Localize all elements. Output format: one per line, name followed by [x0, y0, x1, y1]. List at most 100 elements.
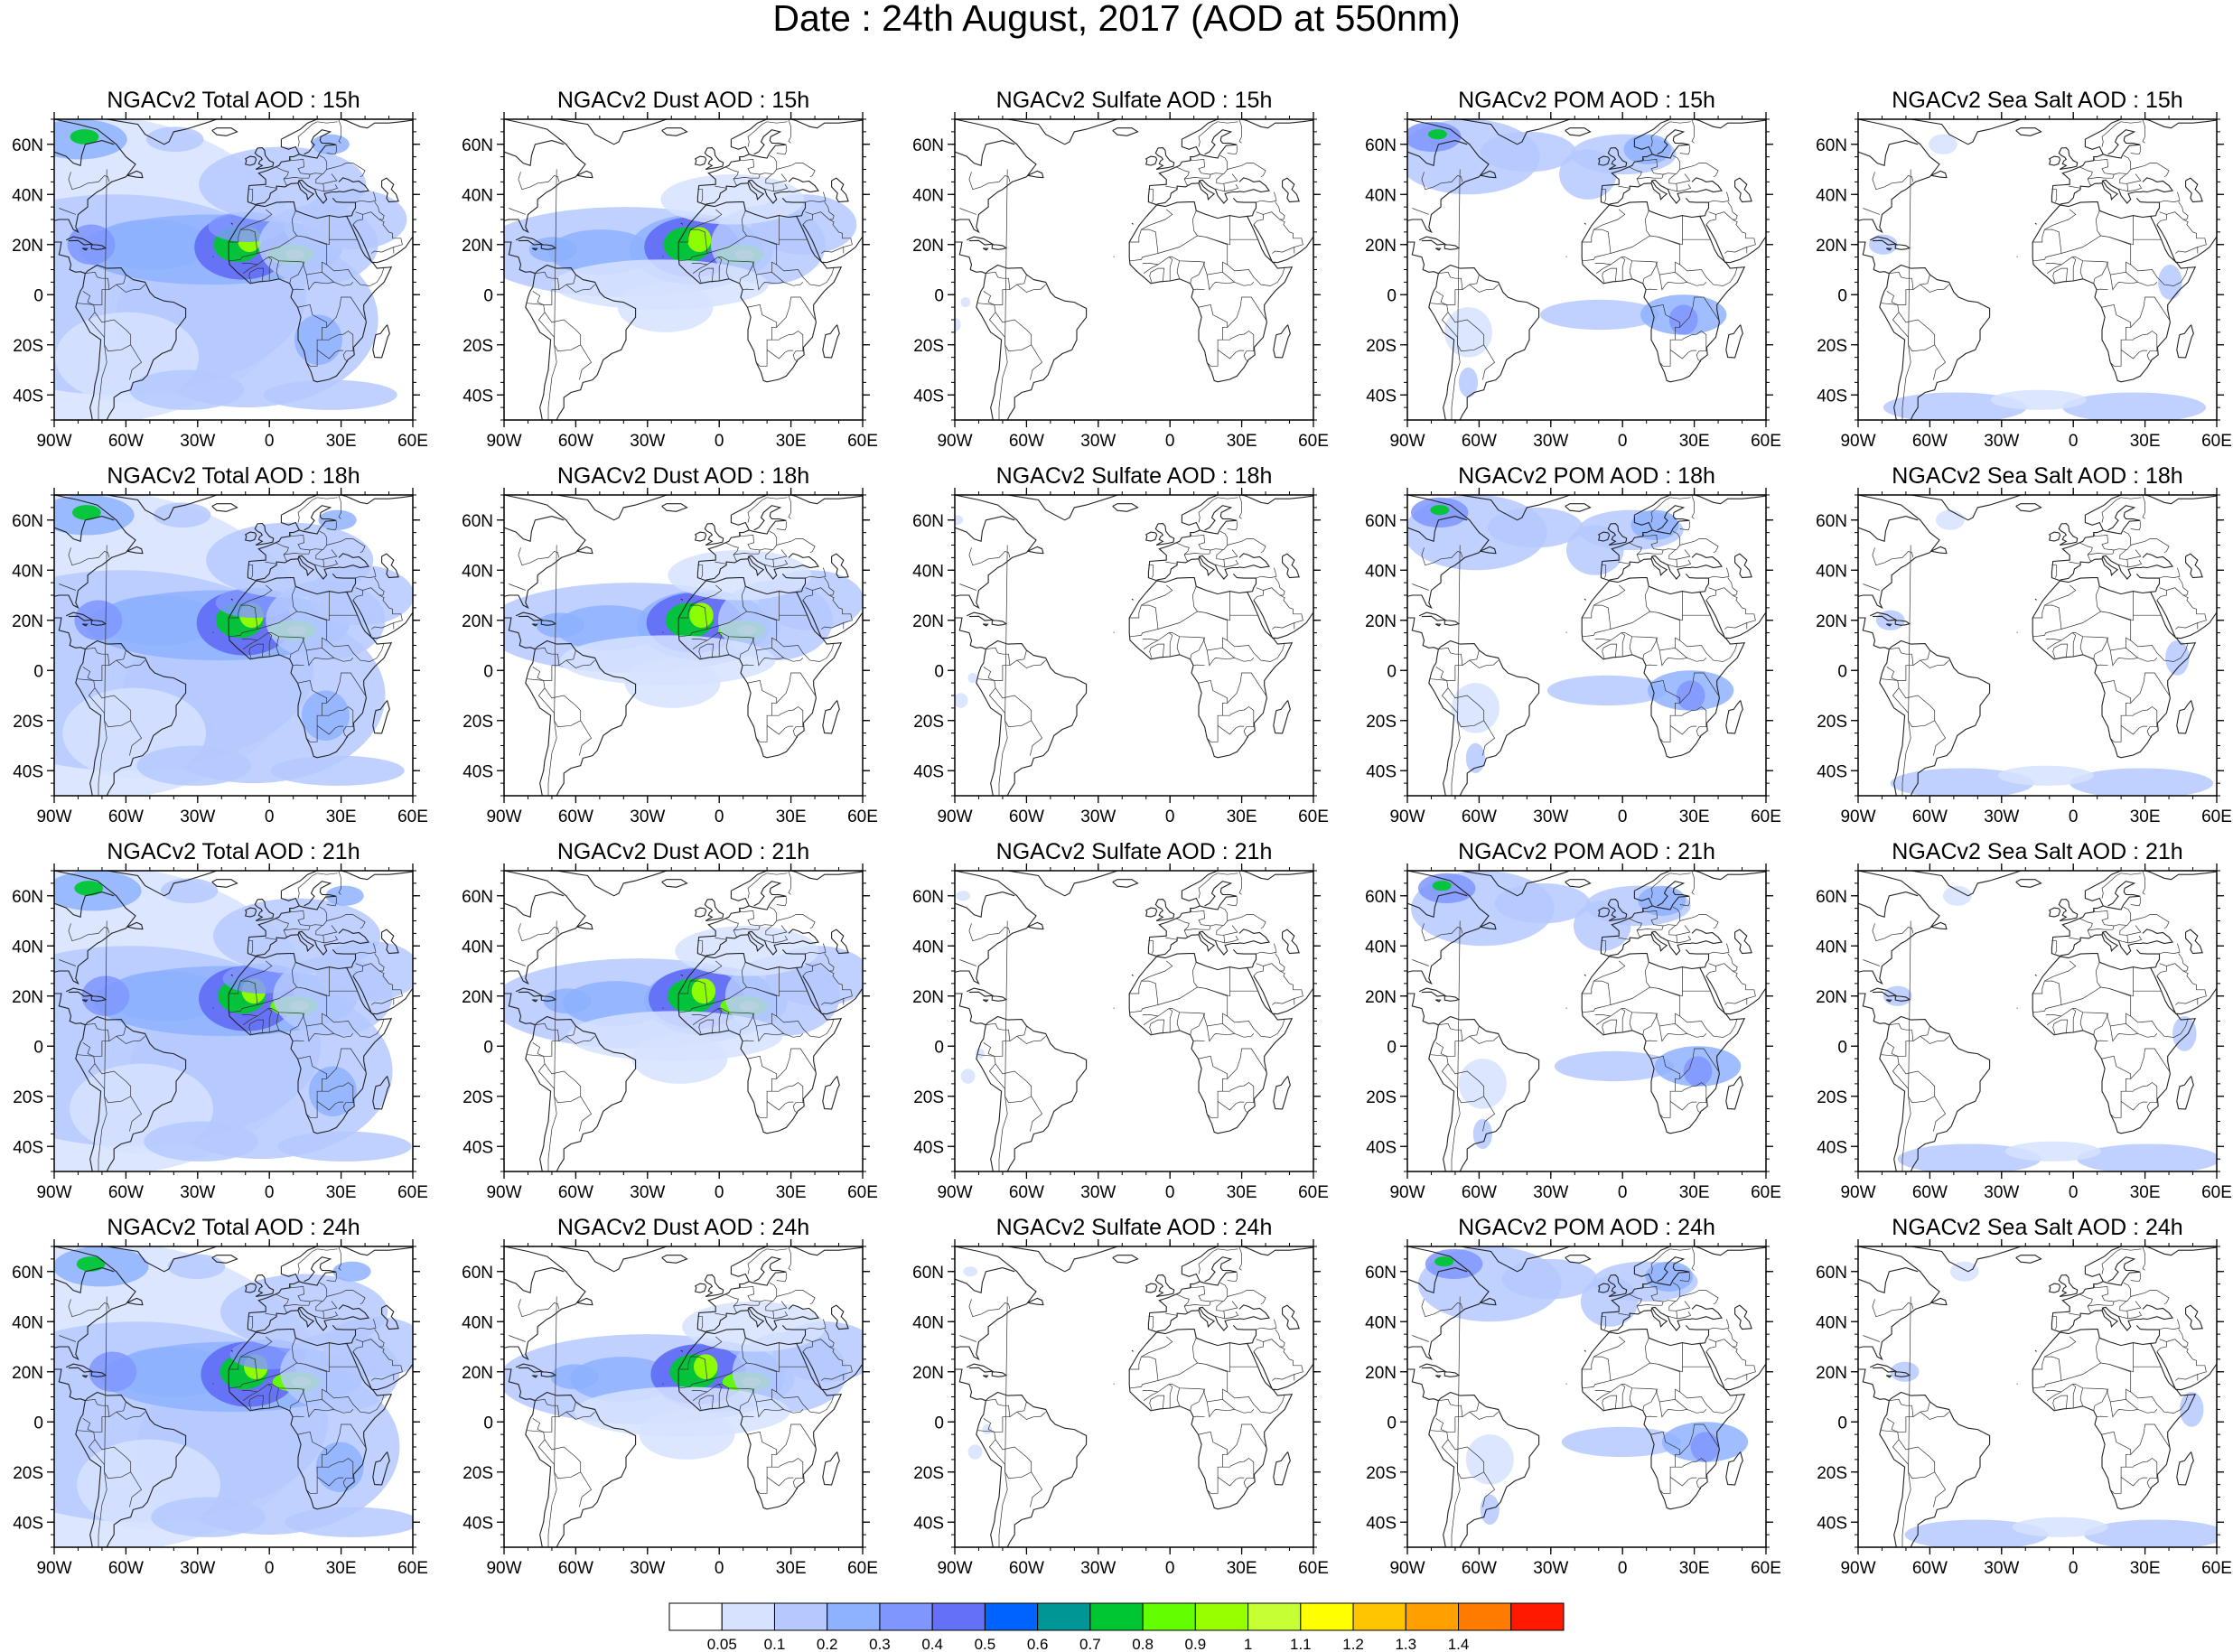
country-border	[229, 209, 273, 243]
panel-title: NGACv2 Sea Salt AOD : 21h	[1892, 839, 2182, 864]
country-border	[1727, 577, 1738, 596]
country-border	[788, 495, 791, 519]
country-border	[998, 1471, 1008, 1547]
aod-plume	[956, 891, 971, 901]
country-border	[1677, 941, 1686, 944]
coastline	[1480, 170, 1497, 179]
country-border	[698, 267, 714, 284]
country-border	[1644, 1338, 1650, 1364]
country-border	[289, 1390, 304, 1411]
country-border	[267, 632, 273, 657]
coastline	[1128, 139, 1294, 383]
country-border	[129, 1471, 143, 1507]
country-border	[1675, 1082, 1707, 1114]
country-border	[1218, 121, 1238, 124]
y-tick-label: 40S	[1817, 387, 1847, 406]
country-border	[565, 659, 595, 668]
colorbar-box	[1089, 1602, 1144, 1631]
coastline	[1198, 555, 1216, 576]
country-border	[776, 264, 835, 286]
country-border	[1724, 1374, 1747, 1381]
aod-plume	[70, 129, 99, 145]
coastline	[991, 244, 1008, 250]
country-border	[314, 1301, 338, 1320]
country-border	[2135, 1311, 2143, 1318]
colorbar-label: 0.5	[975, 1636, 996, 1652]
country-border	[68, 1299, 110, 1318]
aod-plume	[1630, 509, 1679, 540]
x-tick-label: 60E	[2201, 1183, 2232, 1202]
country-border	[767, 873, 788, 875]
y-tick-label: 20S	[913, 337, 944, 356]
x-tick-label: 60W	[1462, 432, 1497, 451]
country-border	[1149, 267, 1164, 284]
aod-plume	[1668, 304, 1698, 335]
country-border	[936, 605, 939, 606]
country-border	[2142, 1246, 2145, 1271]
coastline	[297, 931, 315, 952]
country-border	[116, 1411, 145, 1420]
coastline	[2048, 1283, 2061, 1293]
aod-plume	[325, 885, 364, 906]
country-border	[1675, 1023, 1707, 1038]
country-border	[1602, 267, 1617, 284]
coastline	[986, 639, 1088, 796]
x-tick-label: 30E	[2130, 807, 2161, 826]
country-border	[1206, 1401, 1235, 1418]
x-tick-label: 90W	[937, 432, 972, 451]
coastline	[1858, 993, 1890, 1026]
coastline	[254, 1274, 275, 1298]
y-tick-label: 40N	[912, 562, 944, 581]
country-border	[1637, 1282, 1681, 1307]
aod-plume	[1573, 901, 1631, 951]
country-border	[315, 173, 323, 184]
country-border	[362, 1339, 383, 1348]
country-border	[1670, 121, 1691, 124]
country-border	[1897, 920, 1938, 1104]
coastline	[65, 1363, 94, 1373]
coastline	[299, 1256, 337, 1286]
coastline	[1858, 241, 1890, 275]
country-border	[1691, 1246, 1695, 1271]
country-border	[1886, 291, 1898, 305]
coastline	[781, 574, 807, 593]
country-border	[1227, 163, 1266, 178]
y-tick-label: 20N	[1365, 612, 1397, 631]
coastline	[75, 649, 102, 796]
country-border	[1650, 121, 1671, 147]
country-border	[1217, 1101, 1245, 1111]
map-background	[955, 495, 1313, 796]
y-tick-label: 20N	[462, 1364, 493, 1383]
coastline	[54, 119, 136, 234]
country-border	[977, 1054, 995, 1057]
country-border	[326, 521, 337, 531]
coastline	[381, 929, 399, 955]
coastline	[1652, 129, 1690, 159]
country-border	[68, 923, 110, 942]
country-border	[537, 1063, 555, 1097]
aod-plume	[631, 1033, 728, 1084]
coastline	[802, 224, 863, 264]
coastlines	[955, 1246, 1313, 1547]
country-border	[316, 725, 344, 735]
coastline	[704, 523, 724, 546]
coastline	[1407, 1267, 1468, 1294]
y-tick-label: 40S	[1366, 1514, 1397, 1533]
coastline	[1154, 147, 1175, 171]
country-border	[1642, 532, 1664, 551]
country-border	[739, 156, 761, 175]
country-border	[725, 260, 730, 279]
panel-title: NGACv2 Dust AOD : 21h	[557, 839, 809, 864]
coastline	[661, 503, 688, 512]
aod-plume	[1890, 1361, 1920, 1382]
coastline	[2015, 127, 2042, 136]
x-tick-label: 30E	[1227, 1183, 1257, 1202]
coastline	[982, 247, 989, 251]
panel-title: NGACv2 Sulfate AOD : 18h	[996, 463, 1273, 489]
country-border	[1658, 591, 1683, 621]
aod-plume	[1942, 885, 1972, 906]
country-border	[767, 1248, 788, 1251]
country-border	[1920, 1411, 1949, 1420]
